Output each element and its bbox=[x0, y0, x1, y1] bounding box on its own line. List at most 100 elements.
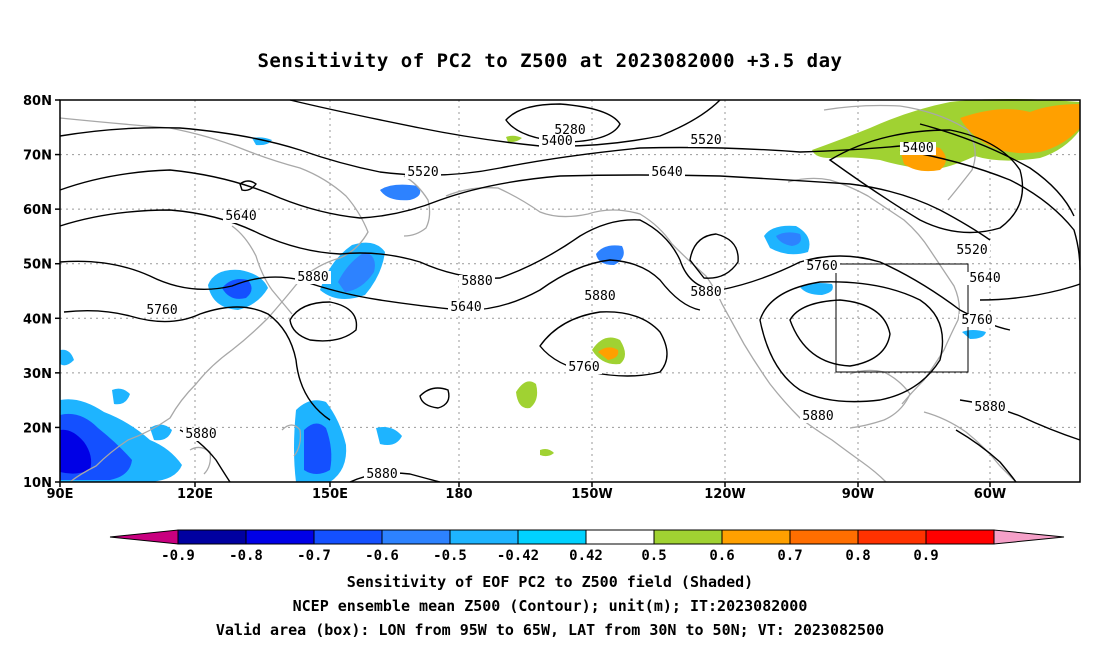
x-tick-label: 120E bbox=[177, 487, 213, 502]
colorbar-tick-label: 0.8 bbox=[845, 548, 870, 564]
colorbar-tick-label: -0.7 bbox=[297, 548, 331, 564]
neg-shade-small-1 bbox=[112, 388, 130, 405]
caption-contour: NCEP ensemble mean Z500 (Contour); unit(… bbox=[292, 597, 808, 615]
contour-label-bg bbox=[900, 142, 936, 155]
x-tick-label: 60W bbox=[974, 487, 1006, 502]
contour-label-bg bbox=[183, 428, 219, 441]
contour-5880-north bbox=[59, 259, 701, 311]
contour-label-bg bbox=[144, 304, 180, 317]
x-tick-label: 90E bbox=[47, 487, 74, 502]
sensitivity-shading bbox=[60, 99, 1080, 482]
contour-label-bg bbox=[582, 290, 618, 303]
contour-label: 5880 bbox=[802, 409, 833, 424]
caption-valid-area: Valid area (box): LON from 95W to 65W, L… bbox=[215, 621, 885, 639]
colorbar-segment bbox=[517, 529, 587, 545]
colorbar-segment bbox=[653, 529, 723, 545]
contour-label: 5640 bbox=[225, 209, 256, 224]
colorbar-tick-label: -0.8 bbox=[229, 548, 263, 564]
y-tick-label: 80N bbox=[23, 94, 52, 109]
x-tick-label: 150W bbox=[571, 487, 612, 502]
colorbar-segment bbox=[925, 529, 995, 545]
y-tick-label: 60N bbox=[23, 203, 52, 218]
neg-shade-small-5 bbox=[60, 349, 74, 366]
contour-label-bg bbox=[649, 166, 685, 179]
contour-label: 5880 bbox=[974, 400, 1005, 415]
colorbar-segment bbox=[585, 529, 655, 545]
colorbar-tick-label: -0.5 bbox=[433, 548, 467, 564]
contour-baffin-low bbox=[828, 129, 1024, 234]
contour-label: 5760 bbox=[806, 259, 837, 274]
contour-label-bg bbox=[959, 314, 995, 327]
contour-inner-us bbox=[789, 299, 891, 367]
contour-5520-east bbox=[919, 123, 1075, 217]
colorbar-tick-label: -0.42 bbox=[497, 548, 539, 564]
contour-label: 5520 bbox=[407, 165, 438, 180]
neg-shade-great-lakes bbox=[800, 283, 833, 295]
contour-label: 5760 bbox=[961, 313, 992, 328]
colorbar-tick-label: 0.42 bbox=[569, 548, 603, 564]
colorbar-segment bbox=[857, 529, 927, 545]
contour-label-bg bbox=[688, 134, 724, 147]
contour-label: 5640 bbox=[450, 300, 481, 315]
contour-label: 5520 bbox=[690, 133, 721, 148]
contour-label-bg bbox=[804, 260, 840, 273]
contour-label-bg bbox=[967, 272, 1003, 285]
y-tick-label: 30N bbox=[23, 367, 52, 382]
contour-atl-5880-b bbox=[955, 429, 1017, 483]
y-tick-label: 20N bbox=[23, 421, 52, 436]
y-tick-label: 40N bbox=[23, 312, 52, 327]
contour-label: 5400 bbox=[902, 141, 933, 156]
colorbar-tick-label: 0.7 bbox=[777, 548, 802, 564]
neg-shade-japan-core bbox=[222, 279, 252, 299]
pos-shade-small-1 bbox=[506, 135, 522, 143]
y-tick-label: 50N bbox=[23, 258, 52, 273]
pos-shade-subtropic bbox=[516, 381, 538, 409]
contour-small-1 bbox=[239, 180, 257, 192]
pos-shade-greenland-orange bbox=[960, 104, 1080, 154]
neg-shade-small-2 bbox=[150, 424, 172, 441]
contour-label: 5880 bbox=[690, 285, 721, 300]
contour-label-bg bbox=[972, 401, 1008, 414]
contour-label-bg bbox=[566, 361, 602, 374]
contour-label-bg bbox=[223, 210, 259, 223]
contour-label: 5880 bbox=[461, 274, 492, 289]
y-tick-label: 70N bbox=[23, 149, 52, 164]
x-tick-label: 90W bbox=[842, 487, 874, 502]
pos-shade-hawaii-north-orange bbox=[598, 347, 619, 360]
contour-small-2 bbox=[419, 387, 450, 409]
contour-label: 5400 bbox=[541, 134, 572, 149]
pos-shade-small-2 bbox=[540, 449, 554, 457]
contour-label-bg bbox=[688, 286, 724, 299]
neg-shade-bc-core bbox=[776, 232, 801, 246]
colorbar: -0.9 -0.8 -0.7 -0.6 -0.5 -0.42 0.42 0.5 0.6 0.7 0.… bbox=[109, 529, 1065, 564]
contour-label: 5880 bbox=[366, 467, 397, 482]
contour-label-bg bbox=[552, 124, 588, 137]
contour-label-bg bbox=[459, 275, 495, 288]
colorbar-right-arrow bbox=[993, 529, 1065, 545]
z500-contours bbox=[59, 99, 1081, 483]
contour-label: 5640 bbox=[651, 165, 682, 180]
contour-label-bg bbox=[295, 271, 331, 284]
neg-shade-small-3 bbox=[376, 427, 402, 445]
contour-high-pac bbox=[289, 301, 358, 342]
colorbar-tick-label: 0.6 bbox=[709, 548, 734, 564]
contour-5880-low bbox=[63, 306, 331, 421]
contour-5760 bbox=[59, 209, 1011, 331]
colorbar-segment bbox=[381, 529, 451, 545]
contour-5400-arctic bbox=[289, 99, 721, 147]
contour-label-bg bbox=[448, 301, 484, 314]
contour-label-bg bbox=[800, 410, 836, 423]
neg-shade-kuril-core bbox=[338, 252, 375, 292]
colorbar-segment bbox=[177, 529, 247, 545]
contour-label-bg bbox=[954, 244, 990, 257]
chart-title: Sensitivity of PC2 to Z500 at 2023082000… bbox=[257, 50, 843, 72]
colorbar-segment bbox=[721, 529, 791, 545]
contour-label: 5880 bbox=[297, 270, 328, 285]
contour-label-bg bbox=[364, 468, 400, 481]
contour-label-bg bbox=[405, 166, 441, 179]
contour-label: 5280 bbox=[554, 123, 585, 138]
colorbar-segment bbox=[789, 529, 859, 545]
contour-alaska-low bbox=[689, 233, 739, 279]
